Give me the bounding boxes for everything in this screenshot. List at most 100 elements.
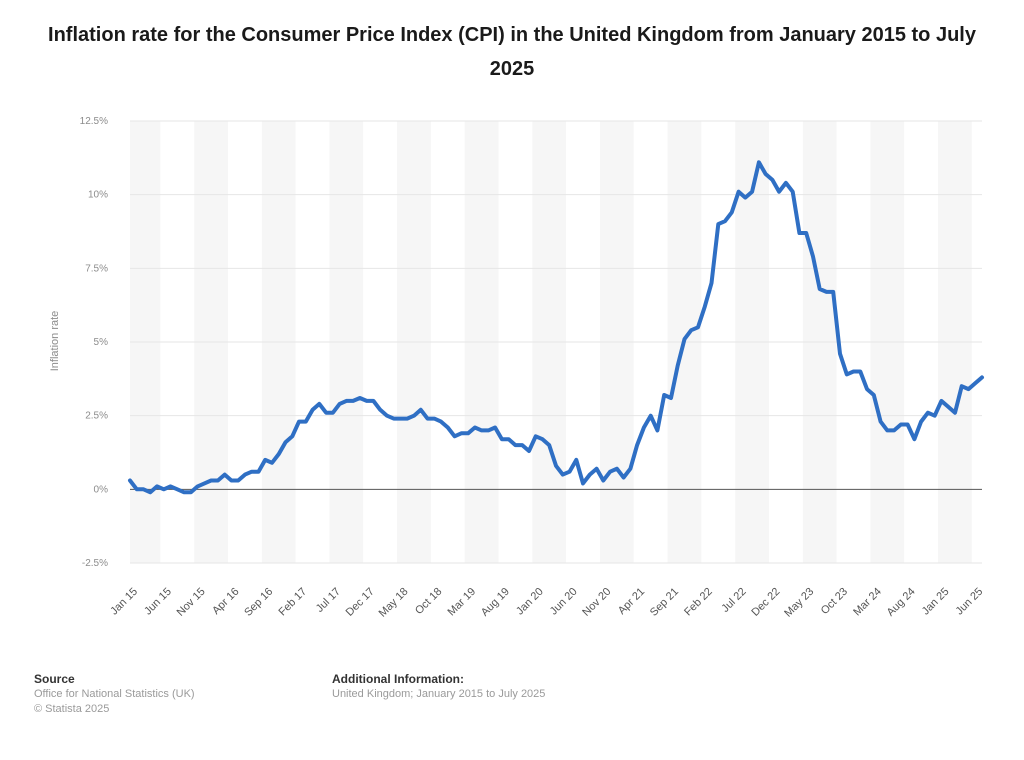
data-point <box>155 484 159 488</box>
line-chart: 12.5%10%7.5%5%2.5%0%-2.5% Jan 15 Jun 15 No… <box>49 116 985 620</box>
data-point <box>419 408 423 412</box>
x-tick-label: Oct 18 <box>413 586 444 617</box>
x-tick-label: Jun 20 <box>548 586 580 618</box>
data-point <box>284 440 288 444</box>
data-point <box>730 210 734 214</box>
data-point <box>534 434 538 438</box>
additional-info-heading: Additional Information: <box>332 672 464 686</box>
data-point <box>601 479 605 483</box>
x-tick-label: May 18 <box>377 586 411 620</box>
data-point <box>223 473 227 477</box>
x-tick-label: Jul 22 <box>719 586 748 615</box>
y-tick-label: 10% <box>88 190 108 201</box>
data-point <box>358 396 362 400</box>
data-point <box>365 399 369 403</box>
data-point <box>669 396 673 400</box>
y-tick-label: 2.5% <box>85 411 108 422</box>
data-point <box>311 408 315 412</box>
data-point <box>148 490 152 494</box>
x-tick-label: Mar 24 <box>851 586 884 619</box>
x-tick-label: Jan 15 <box>108 586 140 618</box>
data-point <box>175 487 179 491</box>
data-point <box>547 443 551 447</box>
data-point <box>622 476 626 480</box>
data-point <box>331 411 335 415</box>
data-point <box>595 467 599 471</box>
source-heading: Source <box>34 672 75 686</box>
data-point <box>426 417 430 421</box>
x-tick-label: May 23 <box>782 586 816 620</box>
data-point <box>642 426 646 430</box>
y-tick-label: -2.5% <box>82 558 108 569</box>
data-point <box>737 190 741 194</box>
data-point <box>229 479 233 483</box>
data-point <box>615 467 619 471</box>
x-tick-label: Jun 25 <box>954 586 986 618</box>
data-point <box>581 481 585 485</box>
x-tick-label: Jul 17 <box>314 586 343 615</box>
data-point <box>182 490 186 494</box>
data-point <box>818 287 822 291</box>
data-point <box>574 458 578 462</box>
data-point <box>892 428 896 432</box>
data-point <box>960 384 964 388</box>
data-point <box>628 467 632 471</box>
x-tick-label: Sep 21 <box>648 586 681 619</box>
data-point <box>770 178 774 182</box>
data-point <box>527 449 531 453</box>
y-axis-ticks: 12.5% 10% 7.5% 5% 2.5% 0% -2.5% <box>80 116 108 569</box>
data-point <box>196 484 200 488</box>
data-point <box>723 219 727 223</box>
data-point <box>973 381 977 385</box>
data-point <box>338 402 342 406</box>
data-point <box>980 375 984 379</box>
data-point <box>250 470 254 474</box>
data-point <box>926 411 930 415</box>
y-tick-label: 5% <box>94 337 109 348</box>
data-point <box>216 479 220 483</box>
x-tick-label: Dec 17 <box>344 586 377 619</box>
copyright: © Statista 2025 <box>34 703 110 715</box>
source-name[interactable]: Office for National Statistics (UK) <box>34 688 195 700</box>
data-point <box>608 470 612 474</box>
data-point <box>696 325 700 329</box>
data-point <box>933 414 937 418</box>
data-point <box>500 437 504 441</box>
data-point <box>764 172 768 176</box>
x-tick-label: Jan 20 <box>514 586 546 618</box>
data-point <box>811 255 815 259</box>
data-point <box>169 484 173 488</box>
x-tick-label: Mar 19 <box>446 586 479 619</box>
data-point <box>513 443 517 447</box>
data-point <box>270 461 274 465</box>
data-point <box>689 328 693 332</box>
x-tick-label: Aug 24 <box>885 586 918 619</box>
data-point <box>263 458 267 462</box>
data-point <box>257 470 261 474</box>
data-point <box>324 411 328 415</box>
data-point <box>385 414 389 418</box>
data-point <box>493 426 497 430</box>
data-point <box>703 305 707 309</box>
x-axis-ticks: Jan 15 Jun 15 Nov 15 Apr 16 Sep 16 Feb 17 Jul … <box>108 586 985 620</box>
data-point <box>912 437 916 441</box>
data-point <box>865 387 869 391</box>
x-tick-label: Sep 16 <box>242 586 275 619</box>
data-point <box>466 431 470 435</box>
data-point <box>189 490 193 494</box>
data-point <box>236 479 240 483</box>
y-tick-label: 12.5% <box>80 116 108 127</box>
x-tick-label: Feb 22 <box>682 586 715 619</box>
data-point <box>142 487 146 491</box>
data-point <box>162 487 166 491</box>
data-point <box>710 281 714 285</box>
data-point <box>507 437 511 441</box>
data-point <box>804 231 808 235</box>
data-point <box>967 387 971 391</box>
y-tick-label: 7.5% <box>85 263 108 274</box>
data-point <box>209 479 213 483</box>
data-point <box>202 481 206 485</box>
x-tick-label: Oct 23 <box>819 586 850 617</box>
series-line-inflation-rate <box>128 160 984 495</box>
data-point <box>852 370 856 374</box>
